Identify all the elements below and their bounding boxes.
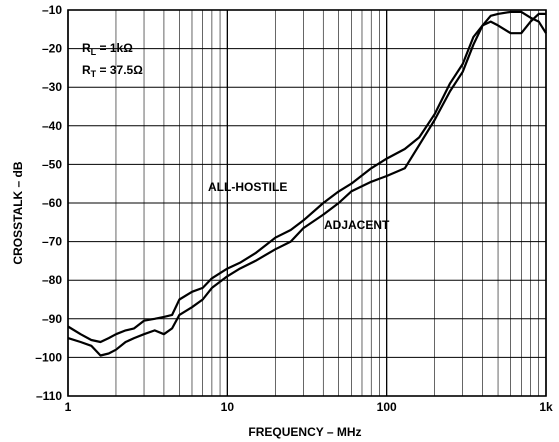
condition-rt: RT = 37.5Ω [82, 63, 143, 79]
series-line-all-hostile [67, 12, 546, 344]
y-axis-label: CROSSTALK – dB [11, 161, 25, 264]
y-tick-labels: –10 –20 –30 –40 –50 –60 –70 –80 –90 –100 –110 [35, 3, 62, 403]
condition-rt-value: = 37.5Ω [96, 63, 143, 77]
y-tick-label: –30 [42, 80, 62, 94]
series-line-adjacent [67, 10, 547, 357]
condition-rl-value: = 1kΩ [96, 41, 133, 55]
condition-rt-subscript: T [91, 69, 97, 79]
plot-frame [67, 9, 547, 397]
series-label-adjacent: ADJACENT [324, 218, 390, 232]
y-tick-label: –60 [42, 196, 62, 210]
condition-rl-subscript: L [91, 47, 97, 57]
x-axis-label: FREQUENCY – MHz [248, 425, 361, 439]
condition-rl: RL = 1kΩ [82, 41, 133, 57]
x-tick-label: 1k [539, 400, 553, 414]
condition-rt-symbol: R [82, 63, 91, 77]
x-tick-label: 1 [65, 400, 72, 414]
series-label-all-hostile: ALL-HOSTILE [208, 180, 287, 194]
y-tick-label: –40 [42, 119, 62, 133]
y-tick-label: –10 [42, 3, 62, 17]
y-tick-label: –110 [36, 389, 62, 403]
condition-rl-symbol: R [82, 41, 91, 55]
y-tick-label: –20 [42, 42, 62, 56]
y-tick-label: –50 [42, 157, 62, 171]
x-tick-label: 10 [221, 400, 235, 414]
x-tick-label: 100 [377, 400, 397, 414]
y-tick-label: –80 [42, 273, 62, 287]
y-tick-label: –70 [42, 235, 62, 249]
x-tick-labels: 1 10 100 1k [65, 400, 553, 414]
y-tick-label: –100 [35, 350, 62, 364]
series-layer [67, 10, 547, 357]
y-tick-label: –90 [42, 312, 62, 326]
